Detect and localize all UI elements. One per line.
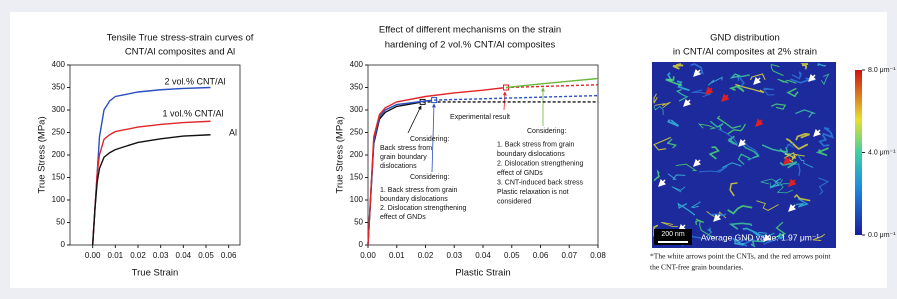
caption: *The white arrows point the CNTs, and th… [650, 252, 831, 261]
x-tick-label: 0.01 [108, 251, 124, 260]
colorbar-label: 8.0 μm⁻¹ [868, 67, 896, 74]
y-tick-label: 400 [52, 60, 66, 69]
x-tick-label: 0.00 [360, 251, 376, 260]
x-tick-label: 0.02 [130, 251, 146, 260]
annotation: boundary dislocations [380, 196, 448, 203]
annotation: Considering: [410, 174, 449, 181]
y-tick-label: 0 [61, 240, 66, 249]
y-tick-label: 400 [350, 60, 364, 69]
x-tick-label: 0.04 [475, 251, 491, 260]
y-axis-label: True Stress (MPa) [335, 116, 346, 193]
x-tick-label: 0.01 [389, 251, 405, 260]
annotation: effect of GNDs [380, 214, 426, 221]
y-tick-label: 50 [354, 218, 363, 227]
panel-title: GND distribution [710, 33, 780, 44]
x-axis-label: Plastic Strain [455, 268, 510, 279]
annotation: 2. Dislocation strengthening [497, 160, 583, 167]
x-tick-label: 0.02 [418, 251, 434, 260]
annotation: Experimental result [450, 114, 510, 121]
annotation: 3. CNT-induced back stress [497, 179, 583, 186]
figure: Tensile True stress-strain curves of CNT/… [0, 0, 897, 299]
y-tick-label: 0 [359, 240, 364, 249]
x-tick-label: 0.05 [504, 251, 520, 260]
x-tick-label: 0.05 [198, 251, 214, 260]
annotation: Considering: [527, 128, 566, 135]
y-tick-label: 350 [350, 83, 364, 92]
annotation: Back stress from [380, 145, 432, 152]
series-label: 1 vol.% CNT/Al [162, 108, 223, 118]
annotation: 2. Dislocation strengthening [380, 205, 466, 212]
annotation: Plastic relaxation is not [497, 189, 569, 196]
y-tick-label: 200 [52, 150, 66, 159]
x-axis-label: True Strain [132, 268, 179, 279]
average-label: Average GND value: 1.97 μm⁻¹ [701, 232, 820, 242]
y-tick-label: 200 [350, 150, 364, 159]
y-tick-label: 300 [350, 105, 364, 114]
x-tick-label: 0.03 [153, 251, 169, 260]
y-tick-label: 100 [52, 195, 66, 204]
colorbar-label: 0.0 μm⁻¹ [868, 232, 896, 239]
x-tick-label: 0.03 [446, 251, 462, 260]
x-tick-label: 0.06 [533, 251, 549, 260]
chart-title: Tensile True stress-strain curves of [107, 33, 254, 44]
chart-title: hardening of 2 vol.% CNT/Al composites [385, 40, 556, 51]
x-tick-label: 0.07 [561, 251, 577, 260]
annotation: boundary dislocations [497, 151, 565, 158]
scale-label: 200 nm [661, 231, 685, 238]
chart-title: Effect of different mechanisms on the st… [379, 25, 561, 36]
x-tick-label: 0.08 [590, 251, 606, 260]
annotation: 1. Back stress from grain [380, 187, 458, 194]
x-tick-label: 0.04 [176, 251, 192, 260]
y-tick-label: 150 [52, 173, 66, 182]
series-label: 2 vol.% CNT/Al [164, 76, 225, 86]
y-tick-label: 350 [52, 83, 66, 92]
annotation: 1. Back stress from grain [497, 141, 575, 148]
y-tick-label: 250 [52, 128, 66, 137]
x-tick-label: 0.00 [85, 251, 101, 260]
panel-title: in CNT/Al composites at 2% strain [673, 47, 817, 58]
annotation: effect of GNDs [497, 170, 543, 177]
colorbar-label: 4.0 μm⁻¹ [868, 149, 896, 156]
y-axis-label: True Stress (MPa) [37, 116, 48, 193]
annotation: Considering: [410, 136, 449, 143]
annotation: grain boundary [380, 154, 427, 161]
page: Tensile True stress-strain curves of CNT/… [0, 0, 897, 299]
colorbar [855, 70, 862, 235]
chart-title: CNT/Al composites and Al [125, 47, 235, 58]
caption: the CNT-free grain boundaries. [650, 263, 744, 272]
annotation: considered [497, 198, 531, 205]
annotation: dislocations [380, 163, 417, 170]
y-tick-label: 100 [350, 195, 364, 204]
y-tick-label: 300 [52, 105, 66, 114]
y-tick-label: 150 [350, 173, 364, 182]
series-label: Al [229, 127, 237, 137]
y-tick-label: 50 [56, 218, 65, 227]
y-tick-label: 250 [350, 128, 364, 137]
x-tick-label: 0.06 [221, 251, 237, 260]
